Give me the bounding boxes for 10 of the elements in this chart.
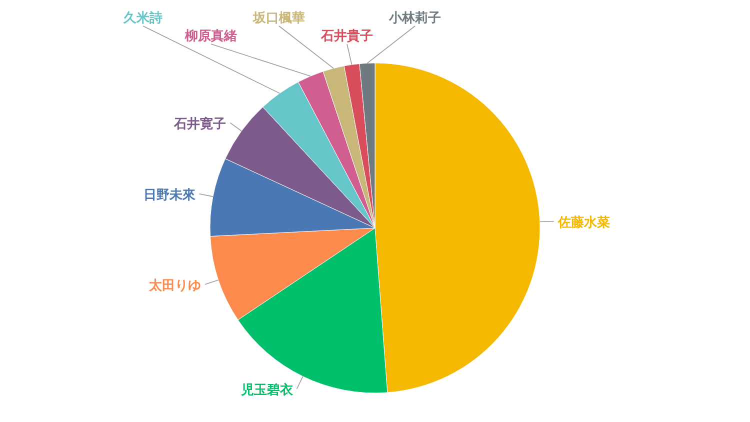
slice-label: 小林莉子	[388, 11, 441, 26]
slice-label: 石井貴子	[320, 28, 373, 44]
slice-label: 児玉碧衣	[240, 382, 294, 398]
slice-label: 柳原真緒	[184, 29, 237, 44]
slice-label: 日野未來	[143, 188, 196, 203]
slice-label: 坂口楓華	[252, 10, 305, 26]
slice-label: 太田りゆ	[148, 278, 202, 294]
slice-label: 久米詩	[122, 10, 162, 26]
slice-label: 石井寛子	[173, 116, 226, 132]
slice-label: 佐藤水菜	[556, 214, 610, 230]
